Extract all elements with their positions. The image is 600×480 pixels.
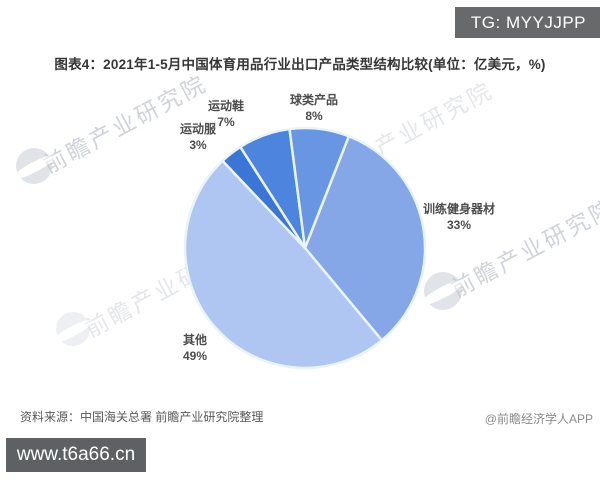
slice-label-other: 其他 49% [160,333,230,364]
chart-title: 图表4：2021年1-5月中国体育用品行业出口产品类型结构比较(单位：亿美元，%… [54,57,546,72]
watermark-logo-icon [16,148,52,184]
website-badge: www.t6a66.cn [6,438,146,472]
slice-name: 训练健身器材 [422,202,495,216]
slice-label-training-equipment: 训练健身器材 33% [404,202,514,233]
pie-slice-1 [183,159,384,370]
slice-label-ball-products: 球类产品 8% [275,93,353,124]
slice-name: 运动鞋 [207,99,244,113]
credit-text: @前瞻经济学人APP [484,412,593,426]
watermark-logo-icon [56,312,90,346]
slice-name: 其他 [182,333,207,347]
tg-badge: TG: MYYJJPP [454,7,600,38]
slice-name: 球类产品 [289,93,338,107]
slice-pct: 8% [305,108,323,123]
pie-slice-4 [288,126,351,250]
pie-slice-0 [303,135,427,342]
slice-name: 运动服 [179,122,216,136]
pie-chart [180,123,430,373]
slice-pct: 7% [217,114,235,129]
source-text: 资料来源：中国海关总署 前瞻产业研究院整理 [20,410,264,424]
slice-pct: 49% [182,348,208,363]
pie-chart-svg [183,126,427,370]
slice-pct: 33% [446,217,472,232]
slice-label-sports-shoes: 运动鞋 7% [195,99,257,130]
slice-pct: 3% [189,137,207,152]
slice-label-sportswear: 运动服 3% [163,122,233,153]
